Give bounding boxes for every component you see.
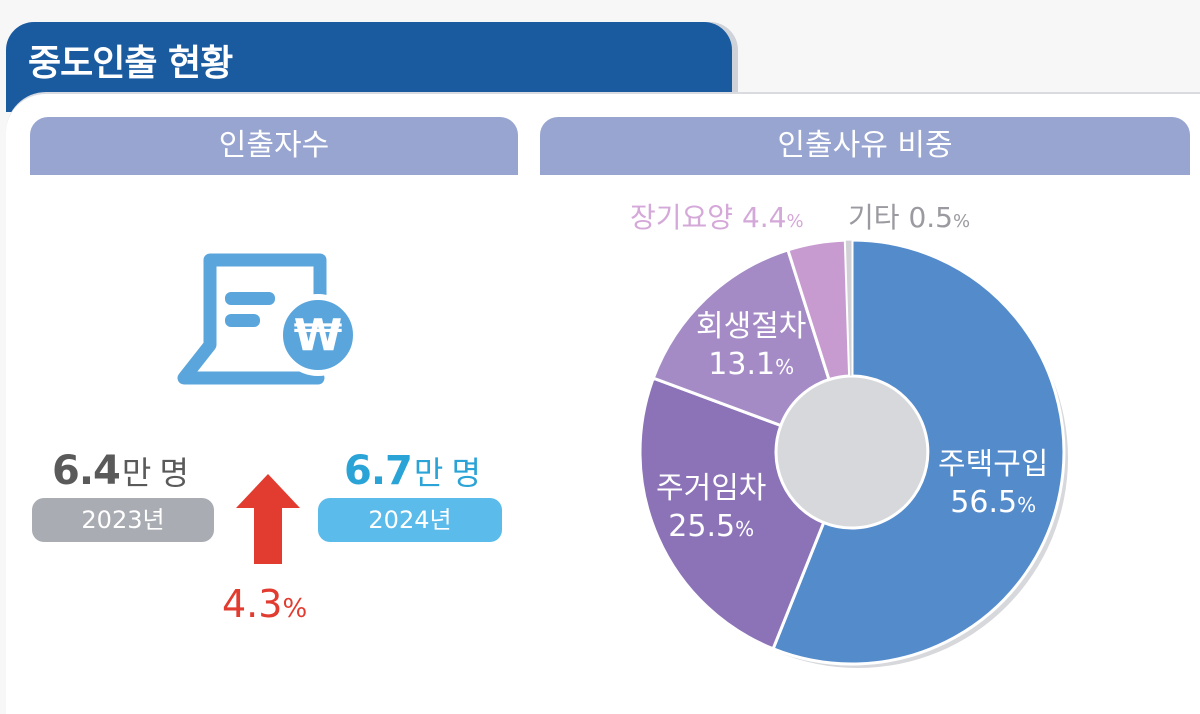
change-percent: 4.3%	[222, 582, 307, 626]
value-2024-number: 6.7	[344, 448, 413, 494]
withdrawers-header: 인출자수	[30, 117, 518, 175]
label-housing-rent: 주거임차 25.5%	[656, 470, 766, 548]
label-housing-purchase-value: 56.5	[950, 485, 1018, 520]
label-other-name: 기타	[848, 201, 900, 234]
value-2023-number: 6.4	[52, 448, 121, 494]
label-long-term-care: 장기요양 4.4%	[630, 196, 804, 236]
label-long-term-care-value: 4.4	[741, 201, 787, 234]
label-long-term-care-sign: %	[786, 211, 804, 232]
label-other-value: 0.5	[908, 201, 953, 234]
label-rehabilitation: 회생절차 13.1%	[696, 308, 806, 386]
label-housing-purchase-sign: %	[1017, 493, 1037, 517]
label-rehabilitation-name: 회생절차	[696, 309, 807, 344]
withdrawal-reasons-header: 인출사유 비중	[540, 117, 1190, 175]
slice-housing-purchase	[771, 238, 1066, 666]
label-housing-rent-value: 25.5	[668, 509, 736, 544]
label-rehabilitation-value: 13.1	[708, 347, 776, 382]
value-2024-unit: 만 명	[413, 454, 481, 492]
label-rehabilitation-sign: %	[775, 355, 795, 379]
document-won-icon: ₩	[170, 250, 360, 394]
change-value: 4.3	[222, 582, 283, 626]
change-sign: %	[282, 594, 308, 624]
value-2023-unit: 만 명	[121, 454, 189, 492]
label-housing-rent-name: 주거임차	[656, 471, 767, 506]
label-housing-purchase: 주택구입 56.5%	[938, 446, 1048, 524]
label-other: 기타 0.5%	[848, 196, 970, 236]
slice-other	[844, 239, 853, 377]
year-2023-pill: 2023년	[32, 498, 214, 542]
arrow-up-icon	[236, 474, 300, 568]
page-title: 중도인출 현황	[28, 43, 233, 84]
slice-housing-rent	[638, 376, 826, 651]
year-2024-pill: 2024년	[318, 498, 502, 542]
svg-text:₩: ₩	[294, 310, 343, 361]
label-housing-rent-sign: %	[735, 517, 755, 541]
label-other-sign: %	[952, 211, 971, 232]
donut-chart	[638, 236, 1080, 680]
value-2024: 6.7만 명	[344, 448, 481, 494]
label-housing-purchase-name: 주택구입	[938, 447, 1049, 482]
label-long-term-care-name: 장기요양	[630, 201, 734, 234]
value-2023: 6.4만 명	[52, 448, 189, 494]
slice-rehabilitation	[651, 248, 831, 428]
